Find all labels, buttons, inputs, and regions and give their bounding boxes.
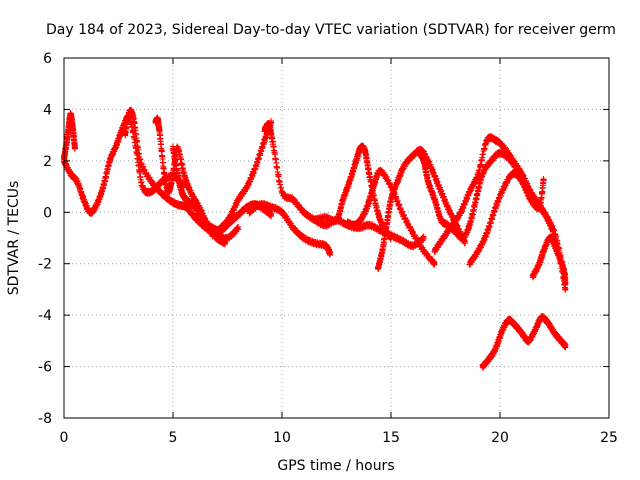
data-series-arc-14 [466, 169, 547, 268]
x-tick-label: 20 [491, 430, 509, 446]
chart-title: Day 184 of 2023, Sidereal Day-to-day VTE… [46, 22, 616, 38]
gridlines [64, 58, 609, 418]
data-series-arc-6 [209, 118, 275, 240]
x-tick-label: 10 [273, 430, 291, 446]
data-series-arc-16 [479, 313, 569, 371]
x-tick-label: 0 [60, 430, 69, 446]
x-tick-label: 15 [382, 430, 400, 446]
data-series-arc-11 [374, 145, 469, 273]
y-tick-label: -2 [38, 257, 52, 273]
data-series-arc-7 [261, 120, 427, 251]
y-tick-label: 6 [43, 51, 52, 67]
data-series-arc-13 [431, 133, 569, 293]
y-axis-label: SDTVAR / TECUs [6, 181, 22, 296]
plot-frame [63, 57, 610, 419]
y-tick-label: 4 [43, 102, 52, 118]
y-tick-label: -8 [38, 411, 52, 427]
x-axis-label: GPS time / hours [277, 458, 394, 474]
x-tick-label: 5 [169, 430, 178, 446]
x-tick-label: 25 [600, 430, 618, 446]
axis-ticks: 0 5 10 15 20 25 -8 -6 -4 -2 0 2 4 6 [38, 51, 618, 446]
data-series-arc-15 [529, 233, 569, 289]
y-tick-label: -4 [38, 308, 52, 324]
y-tick-label: 2 [43, 154, 52, 170]
data-series-arc-8 [246, 199, 333, 258]
data-series-arc-10 [344, 166, 438, 268]
y-tick-label: -6 [38, 360, 52, 376]
data-series [61, 106, 569, 371]
y-tick-label: 0 [43, 205, 52, 221]
